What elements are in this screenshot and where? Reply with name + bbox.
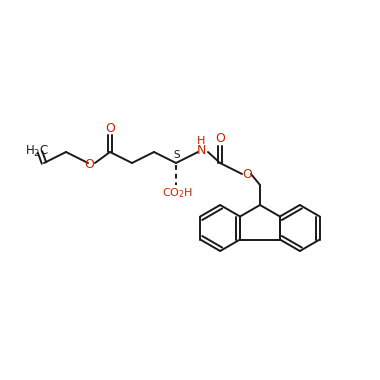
Text: H$_2$C: H$_2$C bbox=[25, 143, 49, 158]
Text: CO$_2$H: CO$_2$H bbox=[162, 186, 193, 200]
Text: O: O bbox=[105, 122, 115, 135]
Text: O: O bbox=[242, 168, 252, 182]
Text: O: O bbox=[84, 157, 94, 171]
Text: H: H bbox=[197, 136, 205, 146]
Text: N: N bbox=[196, 144, 206, 157]
Text: S: S bbox=[174, 150, 180, 160]
Text: O: O bbox=[215, 133, 225, 146]
